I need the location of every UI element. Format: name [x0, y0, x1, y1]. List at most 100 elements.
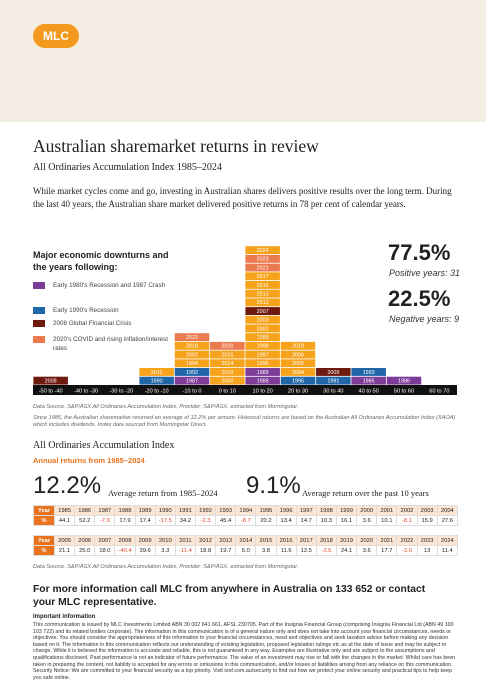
table-cell: Year — [33, 505, 55, 516]
table-cell: 2011 — [174, 535, 196, 546]
year-block — [174, 350, 210, 359]
year-block — [210, 359, 245, 368]
table-cell: 2015 — [255, 535, 277, 546]
year-block — [245, 315, 280, 324]
table-cell: -3.5 — [315, 545, 337, 556]
table-cell: 1989 — [134, 505, 156, 516]
table-cell: 10.3 — [315, 515, 337, 526]
table-cell: % — [33, 545, 55, 556]
table-cell: 52.2 — [74, 515, 96, 526]
table-cell: 1994 — [235, 505, 257, 516]
bin-label: 40 to 50 — [359, 388, 379, 394]
legend-item: Early 1990's Recession — [33, 307, 183, 316]
table-cell: 11.4 — [436, 545, 459, 556]
intro: While market cycles come and go, investi… — [33, 186, 452, 209]
table-cell: 14.7 — [295, 515, 317, 526]
table-cell: Year — [33, 535, 55, 546]
year-label: 2017 — [257, 274, 269, 280]
bin-label: -30 to -20 — [109, 388, 133, 394]
source: Data Source: S&P/ASX All Ordinaries Accu… — [33, 404, 299, 410]
table-cell: 2022 — [396, 535, 418, 546]
table-cell: -11.4 — [174, 545, 196, 556]
year-block — [174, 368, 210, 376]
table-cell: 18.8 — [194, 545, 217, 556]
year-block — [245, 368, 280, 376]
table-cell: 2010 — [154, 535, 176, 546]
table-cell: 2020 — [356, 535, 378, 546]
table-cell: 44.1 — [53, 515, 76, 526]
year-label: 2003 — [257, 318, 269, 324]
year-block — [280, 359, 316, 368]
year-label: 1987 — [186, 379, 198, 385]
year-label: 2016 — [257, 283, 269, 289]
year-label: 1986 — [398, 379, 410, 385]
table-cell: 2000 — [356, 505, 378, 516]
year-block — [245, 333, 280, 342]
table-cell: 13 — [416, 545, 438, 556]
table-cell: 27.6 — [436, 515, 459, 526]
year-block — [245, 281, 280, 289]
year-block — [33, 376, 68, 385]
table-cell: 1996 — [275, 505, 297, 516]
table-row: % 44.1 52.2 -7.9 17.9 17.4 -17.5 34.2 -2.3 45.4 -8… — [33, 515, 459, 526]
legend-item: 2020's COVID and rising inflation/intere… — [33, 336, 183, 353]
bin-label: -50 to -40 — [39, 388, 63, 394]
year-block — [280, 350, 316, 359]
table-row: % 21.1 25.0 18.0 -40.4 39.6 3.3 -11.4 18.8 19.7 5.… — [33, 545, 459, 556]
year-label: 2004 — [292, 370, 304, 376]
table-cell: 19.7 — [215, 545, 237, 556]
table-cell: 24.1 — [335, 545, 358, 556]
table-cell: 20.2 — [255, 515, 277, 526]
table-cell: 1999 — [335, 505, 358, 516]
year-label: 1998 — [257, 344, 269, 350]
bin-label: 30 to 40 — [323, 388, 343, 394]
table-cell: 1995 — [255, 505, 277, 516]
stat-label: Negative years: 9 — [389, 314, 460, 324]
table-cell: 2012 — [194, 535, 217, 546]
legend-swatch — [33, 336, 45, 343]
table-cell: 1992 — [194, 505, 217, 516]
table-cell: -2.3 — [194, 515, 217, 526]
legend-label: 2008 Global Financial Crisis — [53, 320, 132, 327]
year-block — [245, 289, 280, 298]
table-cell: 2017 — [295, 535, 317, 546]
table-cell: 1991 — [174, 505, 196, 516]
year-block — [174, 333, 210, 342]
table-cell: -3.0 — [396, 545, 418, 556]
year-block — [139, 376, 174, 385]
year-label: 1985 — [363, 379, 375, 385]
table-cell: 39.6 — [134, 545, 156, 556]
year-block — [280, 376, 316, 385]
year-label: 2007 — [257, 309, 269, 315]
table-cell: -7.9 — [94, 515, 116, 526]
year-label: 2006 — [292, 352, 304, 358]
title: Australian sharemarket returns in review — [33, 136, 319, 156]
table-cell: 5.0 — [235, 545, 257, 556]
bin-label: -10 to 0 — [183, 388, 202, 394]
legend-label: 2020's COVID and rising inflation/intere… — [53, 336, 168, 352]
table-cell: % — [33, 515, 55, 526]
year-label: 2012 — [257, 300, 269, 306]
legend-swatch — [33, 282, 45, 289]
year-block — [139, 368, 174, 376]
table-cell: 1993 — [215, 505, 237, 516]
table-cell: 2004 — [436, 505, 459, 516]
source: Data Source: S&P/ASX All Ordinaries Accu… — [33, 564, 299, 570]
table-cell: 3.6 — [356, 545, 378, 556]
table-cell: 3.6 — [356, 515, 378, 526]
table-row: Year 2005 2006 2007 2008 2009 2010 2011 2012 2013… — [33, 535, 459, 546]
year-block — [210, 368, 245, 376]
table-cell: 1997 — [295, 505, 317, 516]
table-cell: 2009 — [134, 535, 156, 546]
returns-table: Year 1985 1986 1987 1988 1989 1990 1991 1992 1993… — [33, 505, 459, 526]
year-label: 2000 — [221, 379, 233, 385]
year-block — [245, 246, 280, 255]
year-label: 2022 — [186, 335, 198, 341]
table-cell: 2018 — [315, 535, 337, 546]
year-block — [210, 350, 245, 359]
table-cell: 11.6 — [275, 545, 297, 556]
year-label: 2001 — [257, 326, 269, 332]
section-subtitle: Annual returns from 1985–2024 — [33, 456, 145, 465]
year-block — [245, 341, 280, 350]
table-cell: 18.0 — [94, 545, 116, 556]
